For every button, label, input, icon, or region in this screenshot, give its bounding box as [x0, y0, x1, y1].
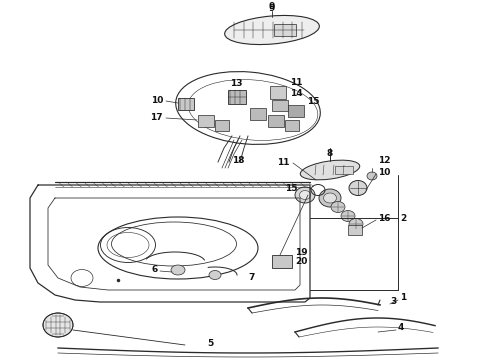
Ellipse shape — [349, 219, 363, 230]
FancyBboxPatch shape — [335, 166, 353, 174]
Ellipse shape — [171, 265, 185, 275]
Text: 6: 6 — [152, 266, 158, 274]
FancyBboxPatch shape — [198, 115, 214, 127]
FancyBboxPatch shape — [348, 225, 362, 235]
Text: 13: 13 — [230, 78, 243, 87]
Ellipse shape — [225, 15, 319, 45]
Ellipse shape — [331, 202, 345, 212]
Text: 9: 9 — [269, 1, 275, 10]
Text: 20: 20 — [295, 257, 307, 266]
FancyBboxPatch shape — [215, 120, 229, 131]
Ellipse shape — [323, 193, 337, 203]
Text: 3: 3 — [390, 297, 396, 306]
Text: 11: 11 — [277, 158, 290, 166]
Text: 15: 15 — [286, 184, 298, 193]
Text: 9: 9 — [269, 4, 275, 13]
Ellipse shape — [349, 180, 367, 195]
Ellipse shape — [319, 189, 341, 207]
Text: 18: 18 — [232, 156, 244, 165]
Text: 11: 11 — [290, 77, 302, 86]
Ellipse shape — [299, 190, 311, 199]
Text: 10: 10 — [150, 95, 163, 104]
FancyBboxPatch shape — [250, 108, 266, 120]
FancyBboxPatch shape — [272, 255, 292, 268]
Ellipse shape — [43, 313, 73, 337]
FancyBboxPatch shape — [274, 24, 296, 36]
Ellipse shape — [300, 160, 360, 180]
Text: 5: 5 — [207, 338, 213, 347]
FancyBboxPatch shape — [178, 98, 194, 110]
FancyBboxPatch shape — [270, 86, 286, 99]
Ellipse shape — [341, 211, 355, 221]
Text: 7: 7 — [248, 274, 254, 283]
FancyBboxPatch shape — [272, 100, 288, 111]
Text: 8: 8 — [327, 149, 333, 158]
Text: 17: 17 — [150, 113, 163, 122]
Text: 10: 10 — [378, 167, 391, 176]
Text: 14: 14 — [290, 89, 303, 98]
FancyBboxPatch shape — [285, 120, 299, 131]
Ellipse shape — [367, 172, 377, 180]
Text: 12: 12 — [378, 156, 391, 165]
Ellipse shape — [209, 270, 221, 279]
FancyBboxPatch shape — [288, 105, 304, 117]
Text: 16: 16 — [378, 213, 391, 222]
Text: 4: 4 — [398, 324, 404, 333]
Text: 15: 15 — [307, 96, 319, 105]
Text: 2: 2 — [400, 213, 406, 222]
Ellipse shape — [295, 187, 315, 203]
Text: 19: 19 — [295, 248, 308, 257]
FancyBboxPatch shape — [228, 90, 246, 104]
Text: 1: 1 — [400, 293, 406, 302]
FancyBboxPatch shape — [268, 115, 284, 127]
